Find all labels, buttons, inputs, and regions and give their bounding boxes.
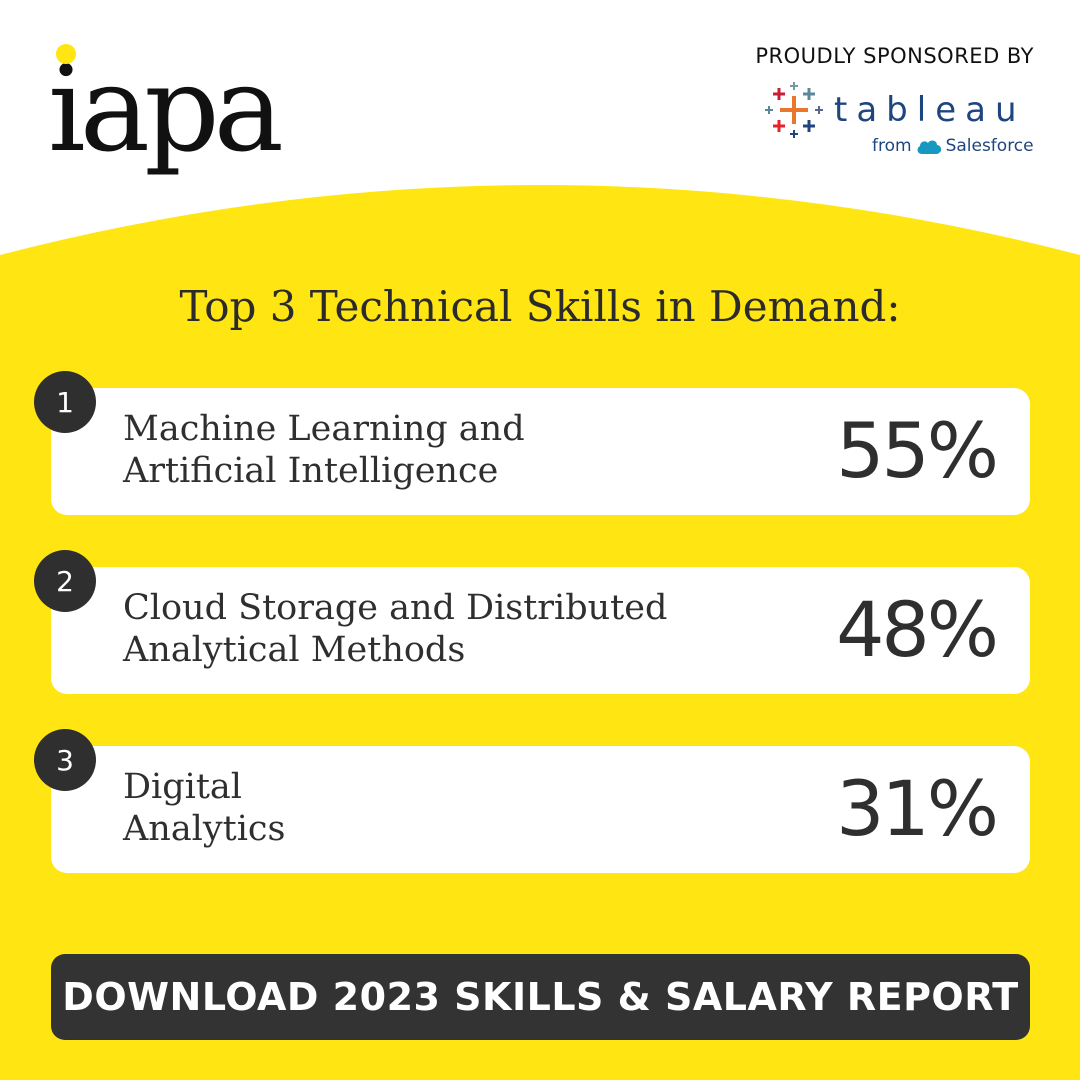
iapa-logo[interactable]: iapa <box>48 40 298 170</box>
skill-card-2: 2 Cloud Storage and Distributed Analytic… <box>34 550 1030 694</box>
salesforce-cloud-icon <box>917 140 941 154</box>
sponsor-label: PROUDLY SPONSORED BY <box>755 44 1034 68</box>
skill-percent: 55% <box>836 406 999 495</box>
from-text: from <box>872 136 912 156</box>
skill-label: Cloud Storage and Distributed Analytical… <box>123 588 668 670</box>
skill-card-1: 1 Machine Learning and Artificial Intell… <box>34 371 1030 515</box>
salesforce-text: Salesforce <box>945 136 1034 156</box>
download-report-button[interactable]: DOWNLOAD 2023 SKILLS & SALARY REPORT <box>51 954 1030 1040</box>
skill-percent: 48% <box>836 585 999 674</box>
tableau-wordmark: tableau <box>834 90 1026 130</box>
skill-card-3: 3 Digital Analytics 31% <box>34 729 1030 873</box>
skill-label: Machine Learning and Artificial Intellig… <box>123 409 525 491</box>
rank-badge: 2 <box>34 550 96 612</box>
iapa-logo-text: iapa <box>48 40 284 178</box>
skill-percent: 31% <box>836 764 999 853</box>
tableau-logo-icon <box>765 82 823 138</box>
page-title: Top 3 Technical Skills in Demand: <box>179 282 901 331</box>
rank-badge: 1 <box>34 371 96 433</box>
logo-dot <box>56 44 76 64</box>
skill-label: Digital Analytics <box>123 767 286 849</box>
rank-badge: 3 <box>34 729 96 791</box>
tableau-from-line: from Salesforce <box>872 136 1034 156</box>
